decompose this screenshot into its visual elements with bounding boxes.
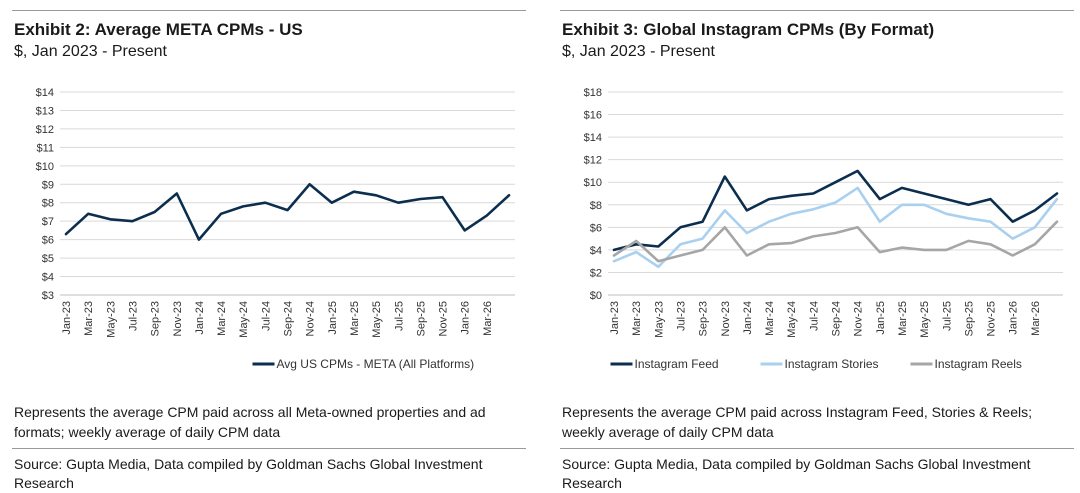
exhibit-3-panel: Exhibit 3: Global Instagram CPMs (By For… [560, 0, 1080, 492]
x-tick-label: Jan-25 [875, 301, 887, 335]
y-tick-label: $13 [36, 105, 54, 117]
x-tick-label: Mar-23 [631, 301, 643, 336]
x-tick-label: May-25 [371, 301, 383, 338]
legend-label: Instagram Stories [785, 357, 879, 371]
x-tick-label: Sep-23 [698, 301, 710, 336]
y-tick-label: $16 [584, 110, 602, 122]
x-tick-label: Sep-25 [415, 301, 427, 336]
x-tick-label: May-23 [653, 301, 665, 338]
x-tick-label: Mar-25 [349, 301, 361, 336]
y-tick-label: $10 [584, 177, 602, 189]
exhibit-note: Represents the average CPM paid across a… [14, 404, 486, 440]
y-tick-label: $3 [42, 290, 54, 302]
y-tick-label: $10 [36, 161, 54, 173]
y-tick-label: $14 [584, 132, 602, 144]
top-rule [12, 10, 526, 11]
x-tick-label: Nov-23 [172, 301, 184, 336]
y-tick-label: $5 [42, 253, 54, 265]
source-rule [560, 448, 1074, 449]
series-line [612, 186, 1059, 269]
x-tick-label: Nov-25 [438, 301, 450, 336]
x-tick-label: Nov-24 [305, 301, 317, 336]
exhibit-source: Source: Gupta Media, Data compiled by Go… [562, 456, 1031, 491]
x-tick-label: Jul-24 [260, 301, 272, 331]
x-tick-label: Sep-25 [963, 301, 975, 336]
y-tick-label: $18 [584, 87, 602, 99]
x-tick-label: Jan-25 [327, 301, 339, 335]
y-tick-label: $2 [590, 267, 602, 279]
x-tick-label: Mar-24 [764, 301, 776, 336]
y-tick-label: $12 [36, 124, 54, 136]
y-tick-label: $14 [36, 87, 54, 99]
legend-label: Instagram Reels [935, 357, 1022, 371]
legend-label: Avg US CPMs - META (All Platforms) [277, 357, 475, 371]
x-tick-label: Mar-23 [83, 301, 95, 336]
series-line [612, 220, 1059, 263]
x-tick-label: Sep-24 [831, 301, 843, 336]
exhibit-note: Represents the average CPM paid across I… [562, 404, 1032, 440]
x-tick-label: Jan-26 [1008, 301, 1020, 335]
y-tick-label: $9 [42, 179, 54, 191]
x-tick-label: May-23 [105, 301, 117, 338]
meta-cpm-line-chart: $3 $4 $5 $6 $7 $8 $9 $10 $11 $12 $13 $14 Jan-23 Mar-2… [36, 87, 515, 371]
legend-label: Instagram Feed [635, 357, 719, 371]
series-line [612, 169, 1059, 252]
x-tick-label: Jan-23 [609, 301, 621, 335]
exhibit-subtitle: $, Jan 2023 - Present [14, 43, 167, 60]
exhibit-source: Source: Gupta Media, Data compiled by Go… [14, 456, 483, 491]
x-tick-label: May-24 [238, 301, 250, 338]
y-tick-label: $8 [590, 200, 602, 212]
x-tick-label: Jan-23 [61, 301, 73, 335]
x-tick-label: May-24 [786, 301, 798, 338]
exhibit-subtitle: $, Jan 2023 - Present [562, 43, 715, 60]
x-tick-label: Jul-24 [808, 301, 820, 331]
x-tick-label: Nov-23 [720, 301, 732, 336]
x-tick-label: Mar-24 [216, 301, 228, 336]
x-tick-label: Jan-24 [194, 301, 206, 335]
y-tick-label: $6 [590, 222, 602, 234]
y-tick-label: $7 [42, 216, 54, 228]
source-rule [12, 448, 526, 449]
y-tick-label: $11 [36, 142, 54, 154]
exhibit-title: Exhibit 3: Global Instagram CPMs (By For… [562, 20, 935, 39]
y-tick-label: $4 [42, 272, 54, 284]
x-tick-label: Mar-25 [897, 301, 909, 336]
x-tick-label: Jul-25 [941, 301, 953, 331]
x-tick-label: Jan-24 [742, 301, 754, 335]
y-tick-label: $0 [590, 290, 602, 302]
x-tick-label: Nov-24 [853, 301, 865, 336]
exhibit-2-panel: Exhibit 2: Average META CPMs - US $, Jan… [12, 0, 538, 492]
y-tick-label: $8 [42, 198, 54, 210]
x-tick-label: May-25 [919, 301, 931, 338]
x-tick-label: Jan-26 [460, 301, 472, 335]
exhibit-title: Exhibit 2: Average META CPMs - US [14, 20, 303, 39]
instagram-cpm-line-chart: $0 $2 $4 $6 $8 $10 $12 $14 $16 $18 Jan-23 Mar-23 May… [584, 87, 1063, 371]
y-tick-label: $4 [590, 245, 602, 257]
y-tick-label: $6 [42, 235, 54, 247]
x-tick-label: Sep-24 [283, 301, 295, 336]
x-tick-label: Jul-25 [393, 301, 405, 331]
top-rule [560, 10, 1074, 11]
x-tick-label: Sep-23 [150, 301, 162, 336]
x-tick-label: Nov-25 [986, 301, 998, 336]
y-tick-label: $12 [584, 155, 602, 167]
x-tick-label: Jul-23 [675, 301, 687, 331]
x-tick-label: Mar-26 [1030, 301, 1042, 336]
series-line [64, 183, 511, 241]
x-tick-label: Jul-23 [127, 301, 139, 331]
x-tick-label: Mar-26 [482, 301, 494, 336]
